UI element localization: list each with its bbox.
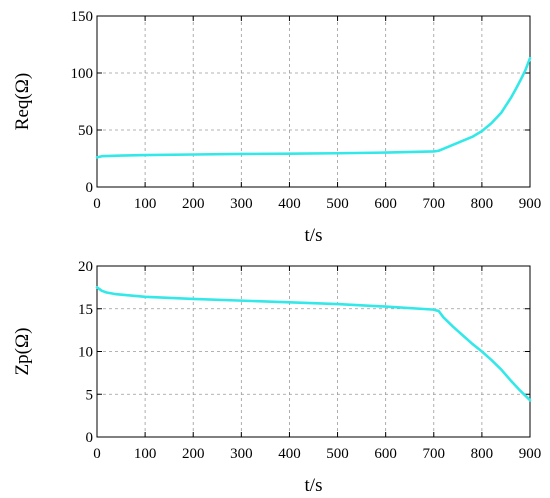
bottom-chart-zp: 0 100 200 300 400 500 600 700 800 900 0 5 10 15 20 t/s…	[12, 259, 541, 496]
bottom-chart-x-tick-label: 100	[134, 446, 157, 462]
bottom-chart-x-tick-label: 600	[374, 446, 397, 462]
bottom-chart-x-tick-label: 900	[519, 446, 542, 462]
bottom-chart-y-tick-label: 10	[78, 345, 93, 361]
top-chart-x-tick-label: 800	[471, 196, 494, 212]
bottom-chart-x-axis-label: t/s	[305, 475, 323, 496]
top-chart-x-tick-label: 0	[93, 196, 101, 212]
top-chart-y-tick-label: 50	[78, 123, 93, 139]
top-chart-y-tick-label: 100	[71, 66, 94, 82]
bottom-chart-y-tick-label: 20	[78, 259, 93, 275]
bottom-chart-x-tick-label: 400	[278, 446, 301, 462]
top-chart-x-tick-label: 700	[423, 196, 446, 212]
top-chart-y-tick-label: 150	[71, 9, 94, 25]
top-chart-x-tick-label: 300	[230, 196, 253, 212]
bottom-chart-x-tick-label: 800	[471, 446, 494, 462]
bottom-chart-y-tick-label: 5	[86, 387, 94, 403]
top-chart-x-tick-label: 200	[182, 196, 205, 212]
top-chart-series-line	[95, 56, 532, 159]
top-chart-req: 0 100 200 300 400 500 600 700 800 900 0 50 100 150 t/…	[12, 9, 541, 246]
bottom-chart-y-axis-label: Zp(Ω)	[12, 328, 33, 376]
top-chart-x-tick-label: 900	[519, 196, 542, 212]
bottom-chart-x-tick-label: 300	[230, 446, 253, 462]
top-chart-x-tick-label: 400	[278, 196, 301, 212]
bottom-chart-x-tick-label: 200	[182, 446, 205, 462]
top-chart-y-tick-label: 0	[86, 180, 94, 196]
bottom-chart-y-tick-label: 15	[78, 302, 93, 318]
top-chart-x-tick-label: 600	[374, 196, 397, 212]
bottom-chart-x-tick-label: 0	[93, 446, 101, 462]
top-chart-x-tick-label: 500	[326, 196, 349, 212]
top-chart-y-axis-label: Req(Ω)	[12, 73, 33, 130]
top-chart-frame	[96, 15, 531, 188]
bottom-chart-x-tick-label: 500	[326, 446, 349, 462]
bottom-chart-y-tick-label: 0	[86, 430, 94, 446]
top-chart-x-tick-label: 100	[134, 196, 157, 212]
bottom-chart-series-line	[95, 286, 532, 402]
bottom-chart-x-tick-label: 700	[423, 446, 446, 462]
top-chart-x-axis-label: t/s	[305, 225, 323, 246]
